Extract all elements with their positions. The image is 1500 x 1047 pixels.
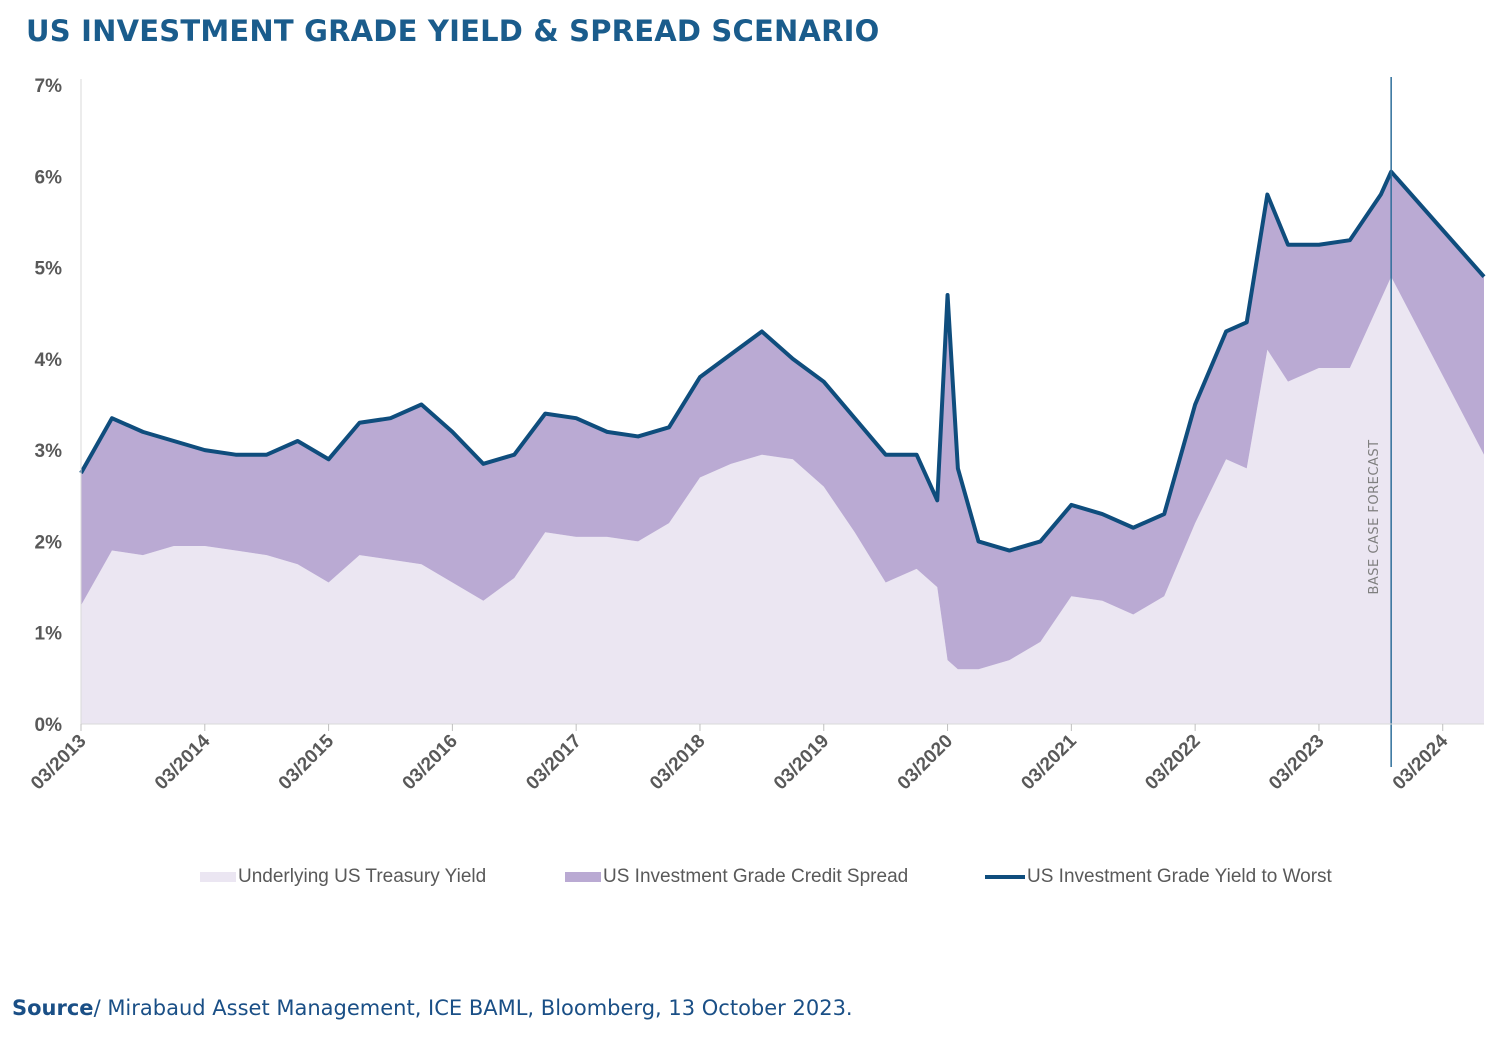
legend-label: US Investment Grade Credit Spread xyxy=(603,866,909,887)
x-tick-label: 03/2022 xyxy=(1141,731,1204,794)
chart-title: US INVESTMENT GRADE YIELD & SPREAD SCENA… xyxy=(26,14,880,48)
y-tick-label: 5% xyxy=(35,259,63,280)
source-text: / Mirabaud Asset Management, ICE BAML, B… xyxy=(93,996,853,1020)
chart-area: BASE CASE FORECAST 0% 1% 2% 3% 4% 5% 6% 7% 03/20… xyxy=(27,76,1486,794)
x-tick-label: 03/2013 xyxy=(27,731,90,794)
credit-spread-area xyxy=(81,171,1484,670)
y-tick-label: 1% xyxy=(35,624,63,645)
legend-label: US Investment Grade Yield to Worst xyxy=(1027,866,1332,887)
legend-label: Underlying US Treasury Yield xyxy=(238,866,487,887)
source-note: Source/ Mirabaud Asset Management, ICE B… xyxy=(12,996,853,1020)
legend-swatch xyxy=(565,872,601,882)
legend-swatch xyxy=(200,872,236,882)
x-tick-label: 03/2023 xyxy=(1265,731,1328,794)
x-tick-label: 03/2024 xyxy=(1389,730,1453,794)
y-tick-label: 6% xyxy=(35,167,63,188)
plot-series xyxy=(79,169,1486,724)
y-tick-label: 0% xyxy=(35,715,63,736)
x-tick-label: 03/2021 xyxy=(1017,730,1081,794)
y-tick-label: 2% xyxy=(35,532,63,553)
chart-legend: Underlying US Treasury Yield US Investmen… xyxy=(0,866,1500,892)
yield-to-worst-line xyxy=(79,169,1486,553)
y-tick-label: 3% xyxy=(35,441,63,462)
x-tick-label: 03/2015 xyxy=(275,730,339,794)
forecast-label: BASE CASE FORECAST xyxy=(1367,439,1382,594)
x-tick-label: 03/2016 xyxy=(398,731,461,794)
x-tick-label: 03/2019 xyxy=(770,731,833,794)
legend-item: US Investment Grade Credit Spread xyxy=(565,866,908,888)
forecast-marker: BASE CASE FORECAST xyxy=(1367,77,1392,767)
treasury-yield-area xyxy=(81,276,1484,724)
legend-swatch xyxy=(985,875,1025,879)
source-label: Source xyxy=(12,996,94,1020)
x-tick-label: 03/2014 xyxy=(151,730,215,794)
legend-item: US Investment Grade Yield to Worst xyxy=(985,866,1332,888)
x-tick-label: 03/2017 xyxy=(522,731,585,794)
x-tick-label: 03/2018 xyxy=(646,731,709,794)
y-tick-label: 4% xyxy=(35,350,63,371)
legend-item: Underlying US Treasury Yield xyxy=(200,866,486,888)
x-tick-label: 03/2020 xyxy=(894,731,957,794)
y-tick-label: 7% xyxy=(35,76,63,97)
